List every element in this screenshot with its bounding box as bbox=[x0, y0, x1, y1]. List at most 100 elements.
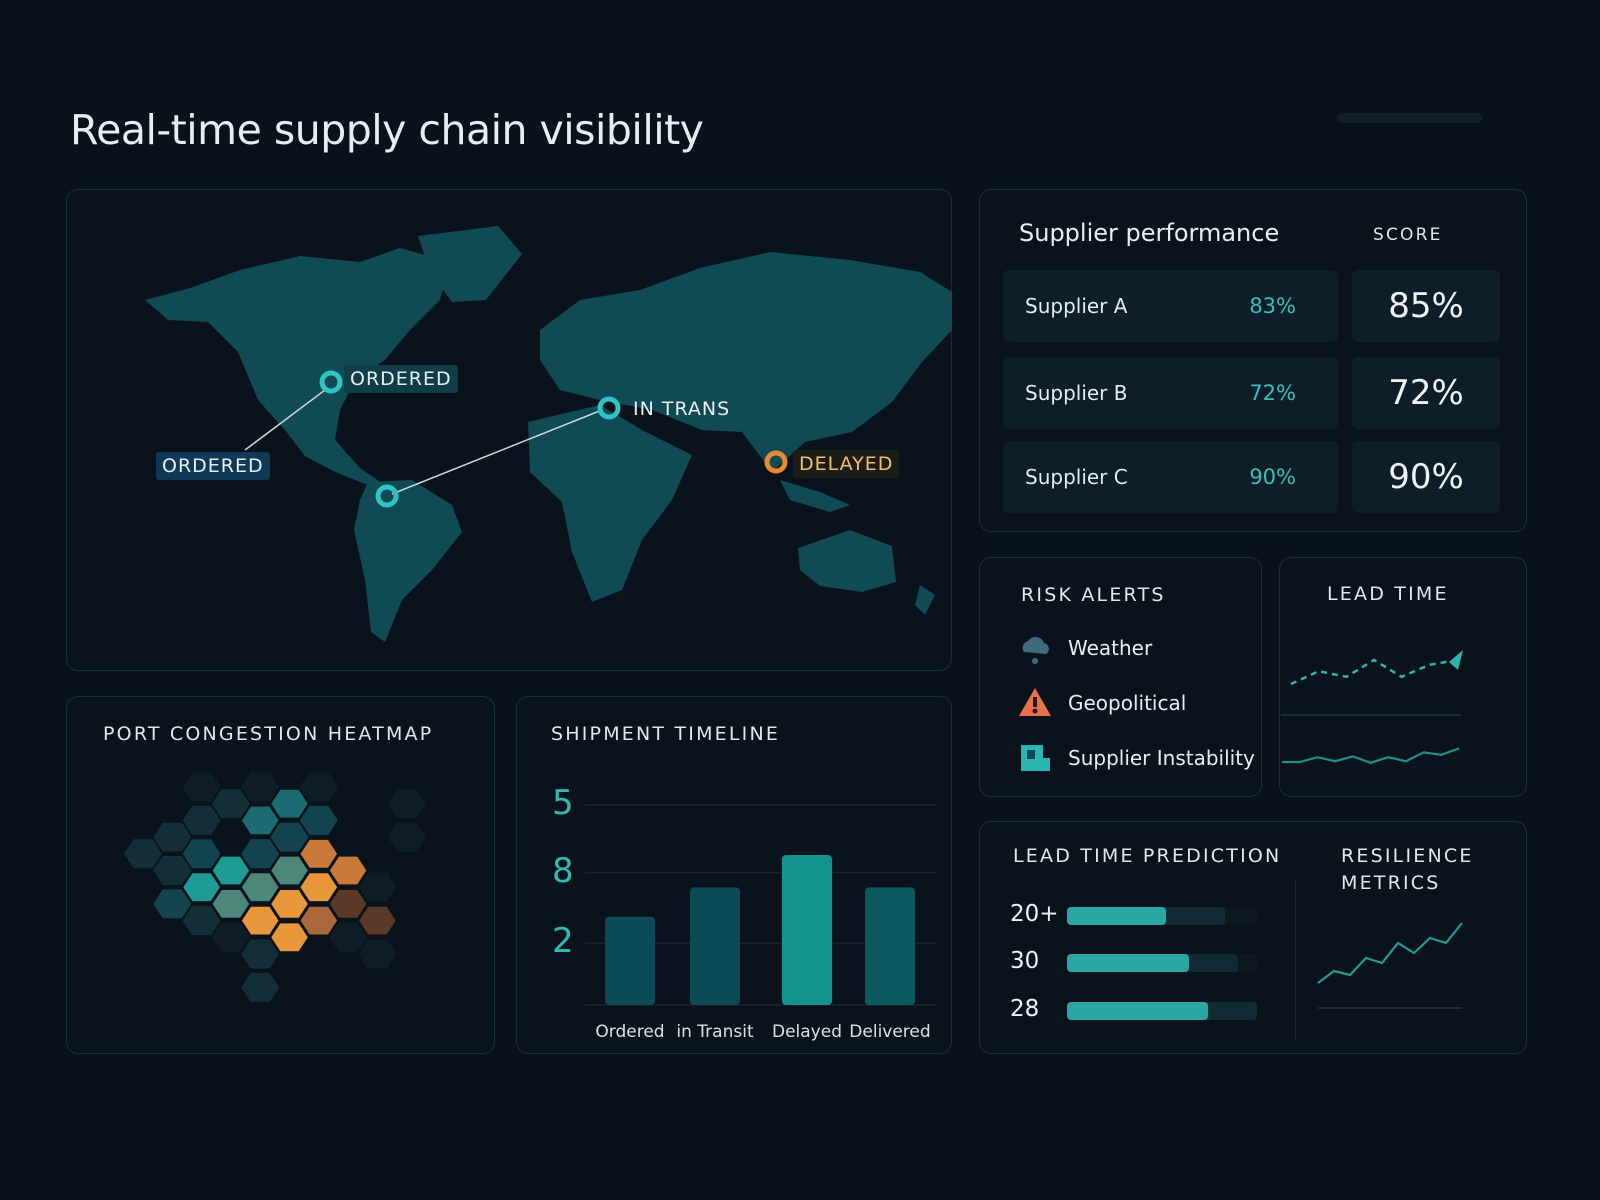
prediction-label: 28 bbox=[1010, 996, 1040, 1022]
heatmap-cell[interactable] bbox=[328, 855, 368, 886]
prediction-label: 30 bbox=[1010, 948, 1040, 974]
prediction-label: 20+ bbox=[1010, 901, 1059, 927]
score-header: SCORE bbox=[1373, 225, 1443, 245]
heatmap-cell[interactable] bbox=[241, 972, 280, 1002]
y-tick-label: 5 bbox=[552, 783, 574, 823]
heatmap-cell[interactable] bbox=[358, 939, 397, 969]
heatmap-cell[interactable] bbox=[299, 772, 338, 802]
supplier-score: 72% bbox=[1388, 373, 1464, 413]
x-tick-label: in Transit bbox=[676, 1022, 754, 1042]
map-markers[interactable] bbox=[319, 370, 788, 508]
bar-delayed[interactable] bbox=[782, 855, 832, 1005]
route-lines bbox=[244, 389, 603, 495]
bar-delivered[interactable] bbox=[865, 887, 915, 1005]
heatmap-hex-grid[interactable] bbox=[0, 0, 520, 1060]
heatmap-cell[interactable] bbox=[181, 872, 222, 903]
supplier-name: Supplier B bbox=[1025, 381, 1128, 405]
risk-item-weather[interactable]: Weather bbox=[1068, 636, 1153, 660]
supplier-row[interactable]: Supplier B 72% bbox=[1003, 357, 1338, 429]
map-label-ordered: ORDERED bbox=[344, 365, 458, 393]
resilience-title-line2: METRICS bbox=[1341, 872, 1441, 894]
heatmap-cell[interactable] bbox=[182, 805, 221, 835]
heatmap-cell[interactable] bbox=[240, 872, 280, 903]
heatmap-cell[interactable] bbox=[329, 922, 368, 952]
heatmap-cell[interactable] bbox=[269, 855, 310, 886]
heatmap-cell[interactable] bbox=[357, 905, 398, 936]
supplier-name: Supplier C bbox=[1025, 465, 1128, 489]
continents bbox=[145, 226, 952, 642]
heatmap-cell[interactable] bbox=[211, 855, 251, 886]
heatmap-cell[interactable] bbox=[240, 805, 280, 836]
heatmap-cell[interactable] bbox=[211, 922, 250, 952]
heatmap-cell[interactable] bbox=[153, 822, 192, 852]
heatmap-cell[interactable] bbox=[241, 939, 280, 969]
world-map[interactable] bbox=[0, 0, 1600, 700]
bar-ordered[interactable] bbox=[605, 916, 655, 1005]
prediction-bar bbox=[1067, 1002, 1208, 1020]
y-tick-label: 2 bbox=[552, 921, 574, 962]
supplier-title: Supplier performance bbox=[1019, 219, 1280, 247]
heatmap-cell[interactable] bbox=[241, 772, 280, 802]
heatmap-cell[interactable] bbox=[240, 905, 280, 936]
heatmap-cell[interactable] bbox=[182, 772, 221, 802]
risk-alerts-title: RISK ALERTS bbox=[1021, 584, 1166, 606]
divider bbox=[1295, 880, 1296, 1040]
risk-item-supplier-instability[interactable]: Supplier Instability bbox=[1068, 746, 1255, 770]
cloud-rain-icon bbox=[1022, 636, 1049, 664]
heatmap-cell[interactable] bbox=[153, 856, 192, 885]
lead-time-dashed-line bbox=[1290, 658, 1458, 686]
heatmap-cell[interactable] bbox=[299, 872, 339, 903]
marker-origin[interactable] bbox=[375, 484, 399, 508]
y-tick-label: 8 bbox=[552, 850, 574, 891]
prediction-bar bbox=[1067, 954, 1189, 972]
heatmap-cell[interactable] bbox=[153, 889, 192, 919]
resilience-title-line1: RESILIENCE bbox=[1341, 845, 1474, 867]
supplier-row[interactable]: Supplier C 90% bbox=[1003, 441, 1338, 513]
heatmap-cell[interactable] bbox=[211, 789, 250, 819]
supplier-row[interactable]: Supplier A 83% bbox=[1003, 270, 1338, 342]
lead-time-prediction-title: LEAD TIME PREDICTION bbox=[1013, 845, 1282, 867]
heatmap-cell[interactable] bbox=[269, 888, 310, 920]
supplier-percentage: 72% bbox=[1249, 381, 1296, 405]
x-tick-label: Delivered bbox=[849, 1022, 931, 1042]
heatmap-cell[interactable] bbox=[269, 788, 310, 819]
heatmap-cell[interactable] bbox=[182, 839, 221, 869]
heatmap-cell[interactable] bbox=[299, 905, 339, 936]
map-label-in-transit: IN TRANS bbox=[633, 398, 731, 420]
prediction-bar bbox=[1067, 907, 1166, 925]
marker-in-transit[interactable] bbox=[597, 396, 621, 420]
heatmap-cell[interactable] bbox=[387, 822, 426, 852]
shipment-bar-chart bbox=[585, 804, 936, 1006]
x-tick-label: Delayed bbox=[771, 1022, 842, 1042]
marker-ordered[interactable] bbox=[319, 370, 343, 394]
marker-delayed[interactable] bbox=[764, 450, 788, 474]
map-label-ordered-origin: ORDERED bbox=[156, 452, 270, 480]
supplier-score-cell: 90% bbox=[1352, 441, 1500, 513]
heatmap-cell[interactable] bbox=[299, 838, 339, 869]
heatmap-cell[interactable] bbox=[124, 839, 162, 869]
shipment-timeline-title: SHIPMENT TIMELINE bbox=[551, 723, 781, 745]
heatmap-cell[interactable] bbox=[328, 888, 368, 920]
risk-item-geopolitical[interactable]: Geopolitical bbox=[1068, 691, 1187, 715]
heatmap-cell[interactable] bbox=[387, 789, 426, 819]
factory-icon bbox=[1021, 745, 1050, 771]
heatmap-cell[interactable] bbox=[241, 839, 280, 869]
heatmap-title: PORT CONGESTION HEATMAP bbox=[103, 723, 434, 745]
lead-time-sparklines bbox=[1281, 650, 1463, 764]
heatmap-cell[interactable] bbox=[358, 872, 397, 902]
bar-in-transit[interactable] bbox=[690, 887, 740, 1005]
arrow-head-icon bbox=[1449, 650, 1463, 670]
supplier-score-cell: 72% bbox=[1352, 357, 1500, 429]
heatmap-cell[interactable] bbox=[182, 906, 221, 936]
heatmap-cell[interactable] bbox=[211, 888, 251, 920]
resilience-line bbox=[1317, 922, 1463, 984]
supplier-name: Supplier A bbox=[1025, 294, 1128, 318]
warning-triangle-icon bbox=[1019, 688, 1051, 716]
supplier-score: 90% bbox=[1388, 457, 1464, 497]
x-tick-label: Ordered bbox=[595, 1022, 665, 1042]
supplier-score-cell: 85% bbox=[1352, 270, 1500, 342]
lead-time-solid-line bbox=[1282, 747, 1460, 764]
heatmap-cell[interactable] bbox=[270, 822, 309, 852]
heatmap-cell[interactable] bbox=[299, 805, 338, 835]
heatmap-cell[interactable] bbox=[269, 922, 310, 953]
